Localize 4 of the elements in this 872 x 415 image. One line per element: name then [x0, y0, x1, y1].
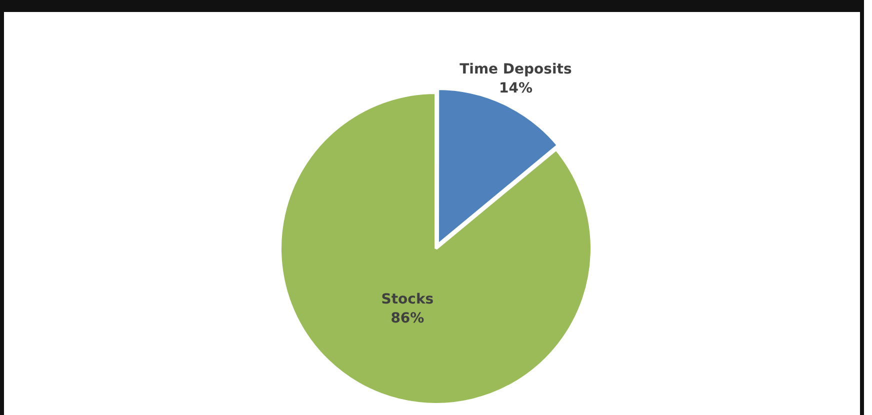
slice-label: Stocks [381, 291, 434, 308]
data-label: 14% [498, 80, 532, 96]
data-label: 86% [390, 310, 424, 326]
slice-label: Time Deposits [460, 61, 572, 78]
